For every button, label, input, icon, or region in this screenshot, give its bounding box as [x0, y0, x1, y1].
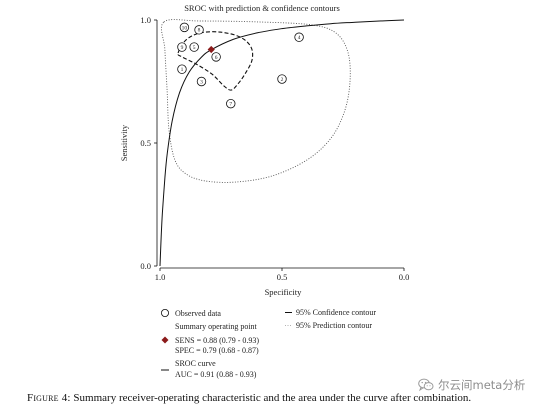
wechat-icon: [418, 378, 434, 392]
legend-sens: SENS = 0.88 (0.79 - 0.93): [175, 336, 259, 345]
legend-confidence-label: 95% Confidence contour: [296, 308, 376, 317]
caption-text: Summary receiver-operating characteristi…: [73, 392, 472, 404]
figure-caption: Figure 4: Summary receiver-operating cha…: [27, 392, 471, 405]
observed-point: 3: [196, 76, 207, 87]
confidence-contour: [177, 31, 254, 91]
watermark: 尔云间meta分析: [418, 377, 525, 393]
observed-points: 1 2 3 4 5 6 7 8 9 10: [177, 22, 304, 109]
observed-point-marker: [294, 32, 304, 42]
legend-prediction-label: 95% Prediction contour: [296, 321, 372, 330]
observed-point: 9: [177, 42, 187, 52]
observed-point-marker: [277, 74, 287, 84]
observed-point-label: 7: [229, 102, 232, 108]
watermark-text: 尔云间meta分析: [438, 378, 526, 392]
legend-observed: Observed data: [160, 308, 221, 318]
observed-point: 1: [177, 64, 187, 74]
observed-point-label: 1: [181, 67, 184, 73]
legend-prediction: 95% Prediction contour: [285, 321, 372, 330]
observed-point-marker: [177, 42, 187, 52]
observed-point-label: 8: [198, 28, 201, 34]
y-tick-label: 0.5: [140, 138, 151, 148]
legend: Observed data Summary operating point SE…: [160, 308, 376, 379]
legend-spec: SPEC = 0.79 (0.68 - 0.87): [175, 346, 259, 355]
observed-point: 7: [226, 98, 236, 109]
observed-point-marker: [179, 22, 190, 33]
legend-auc: AUC = 0.91 (0.88 - 0.93): [175, 370, 257, 379]
axes: 1.0 0.5 0.0 1.0 0.5 0.0: [140, 15, 409, 282]
observed-point: 5: [189, 42, 199, 52]
sroc-curve: [159, 19, 405, 267]
y-axis-label: Sensitivity: [119, 124, 129, 161]
observed-point-marker: [211, 52, 221, 62]
legend-observed-label: Observed data: [175, 309, 221, 318]
observed-point-marker: [189, 42, 199, 52]
legend-sroc-title: SROC curve: [175, 359, 216, 368]
observed-point: 6: [211, 52, 221, 62]
observed-point: 4: [294, 32, 304, 42]
summary-point: [207, 45, 215, 54]
y-tick-label: 1.0: [140, 15, 151, 25]
x-axis-label: Specificity: [265, 287, 303, 297]
observed-point: 8: [194, 25, 204, 35]
observed-point-label: 5: [193, 45, 196, 51]
caption-label: Figure 4:: [27, 392, 71, 404]
observed-point-label: 9: [181, 45, 184, 51]
x-tick-label: 0.0: [399, 272, 410, 282]
observed-point-label: 6: [215, 55, 218, 61]
legend-confidence: 95% Confidence contour: [285, 308, 376, 317]
observed-point: 2: [277, 74, 287, 84]
legend-summary-title: Summary operating point: [175, 322, 258, 331]
observed-point-marker: [177, 64, 187, 74]
observed-point-marker: [196, 76, 207, 87]
legend-summary: Summary operating point SENS = 0.88 (0.7…: [161, 322, 259, 355]
y-tick-label: 0.0: [140, 261, 151, 271]
observed-circle-icon: [160, 308, 169, 317]
observed-point: 10: [179, 22, 190, 33]
observed-point-label: 4: [298, 35, 301, 41]
prediction-contour: [161, 19, 351, 183]
summary-diamond-icon: [161, 336, 169, 344]
tick-group: 1.0 0.5 0.0 1.0 0.5 0.0: [140, 15, 409, 282]
legend-sroc: SROC curve AUC = 0.91 (0.88 - 0.93): [161, 359, 257, 379]
observed-point-label: 3: [200, 79, 203, 85]
observed-point-label: 2: [281, 77, 284, 83]
chart-title: SROC with prediction & confidence contou…: [184, 3, 340, 13]
observed-point-marker: [194, 25, 204, 35]
x-tick-label: 1.0: [155, 272, 166, 282]
observed-point-marker: [226, 98, 236, 109]
observed-point-label: 10: [182, 25, 188, 31]
x-tick-label: 0.5: [277, 272, 288, 282]
